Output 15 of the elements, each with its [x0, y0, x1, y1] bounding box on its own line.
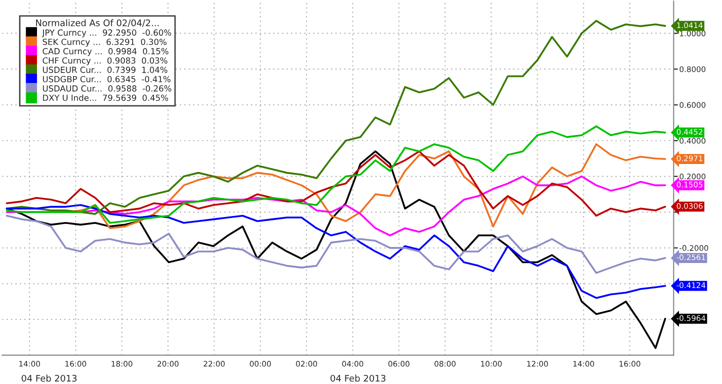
text: 04 Feb 2013: [22, 374, 77, 382]
legend-label: DXY U Inde... 79.5639 0.45%: [43, 94, 168, 101]
line-series: [6, 150, 666, 217]
text: 04 Feb 2013: [330, 374, 386, 382]
line-series: [6, 214, 666, 274]
legend-label: CHF Curncy ... 0.9083 0.03%: [42, 57, 168, 66]
legend-label: JPY Curncy ... 92.2950 -0.60%: [42, 29, 172, 38]
line-series: [6, 204, 666, 299]
legend-title: Normalized As Of 02/04/2...: [36, 19, 159, 27]
legend-label: USDGBP Cur... 0.6345 -0.41%: [42, 76, 170, 82]
legend-label: CAD Curncy ... 0.9984 0.15%: [42, 48, 168, 56]
line-series: [6, 125, 666, 224]
legend-label: SEK Curncy ... 6.3291 0.30%: [42, 38, 166, 47]
legend-label: USDAUD Cur... 0.9588 -0.26%: [42, 85, 172, 92]
legend-label: USDEUR Cur... 0.7399 1.04%: [42, 66, 168, 73]
